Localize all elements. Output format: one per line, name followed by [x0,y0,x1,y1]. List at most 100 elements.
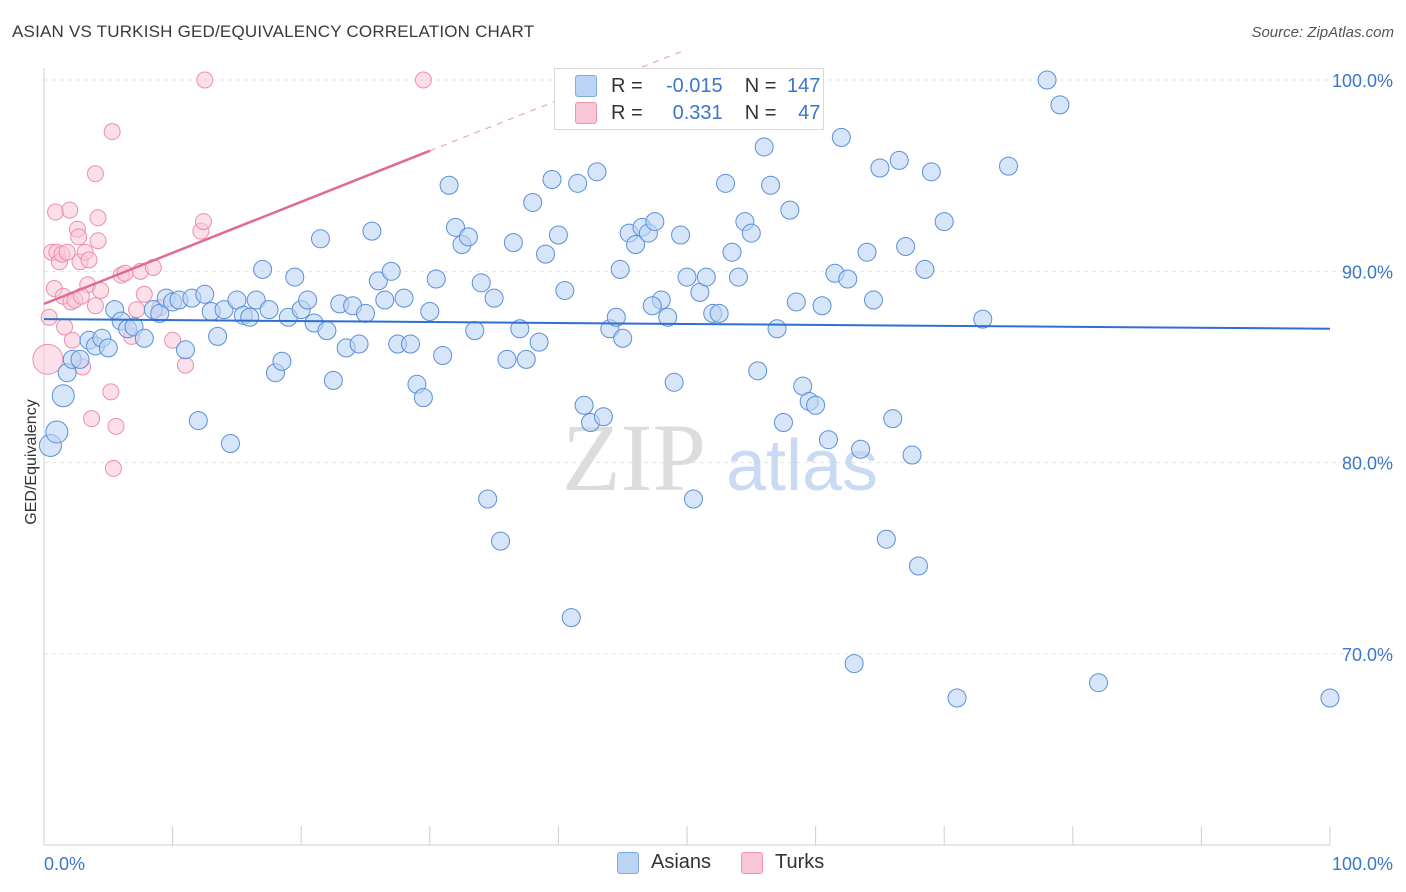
asians-point [285,267,305,287]
asians-trend-line [43,318,1331,330]
legend-row-turks: R = 0.331 N = 47 [575,100,820,126]
turks-point [107,417,125,435]
turks-point [102,383,120,401]
asians-point [780,200,800,220]
asians-point [458,227,478,247]
asians-point [45,420,69,444]
asians-point [381,261,401,281]
turks-point [63,331,81,349]
turks-point [86,165,104,183]
y-tick-label: 90.0% [1342,262,1393,282]
asians-point [368,271,388,291]
asians-point [310,229,330,249]
asians-point [240,307,260,327]
asians-point [677,267,697,287]
asians-point [902,445,922,465]
asians-point [362,221,382,241]
asians-point [465,321,485,341]
turks-swatch [575,102,597,124]
asians-point [478,489,498,509]
asians-point [561,608,581,628]
asians-point [921,162,941,182]
asians-point [214,300,234,320]
asians-point [767,319,787,339]
asians-point [642,296,662,316]
asians-point [696,267,716,287]
asians-point [786,292,806,312]
asians-point [497,349,517,369]
asians-point [593,407,613,427]
turks-point [47,203,65,221]
series-legend: Asians Turks [0,851,1406,881]
asians-point [857,242,877,262]
turks-point [194,213,212,231]
n-label: N = [744,101,777,124]
asians-point [606,307,626,327]
asians-point [773,412,793,432]
asians-point [413,388,433,408]
turks-trend-line [43,149,431,306]
asians-point [671,225,691,245]
n-label: N = [744,74,777,97]
legend-item-asians[interactable]: Asians [617,851,711,874]
asians-point [748,361,768,381]
asians-point [529,332,549,352]
asians-point [516,349,536,369]
asians-point [818,430,838,450]
asians-point [587,162,607,182]
asians-point [323,370,343,390]
turks-point [70,228,88,246]
asians-point [716,173,736,193]
asians-legend-swatch [617,851,639,874]
asians-point [555,280,575,300]
asians-point [208,326,228,346]
turks-point [414,71,432,89]
asians-point [831,127,851,147]
asians-point [503,233,523,253]
asians-point [973,309,993,329]
asians-point [851,439,871,459]
asians-point [98,338,118,358]
x-tick-label: 100.0% [1332,854,1393,874]
y-tick-label: 70.0% [1342,645,1393,665]
asians-point [491,531,511,551]
r-value-turks: 0.331 [672,101,723,124]
asians-point [1037,70,1057,90]
asians-point [728,267,748,287]
asians-point [175,340,195,360]
legend-item-turks[interactable]: Turks [741,851,824,874]
asians-point [420,302,440,322]
turks-point [89,232,107,250]
asians-point [658,307,678,327]
asians-point [253,259,273,279]
asians-point [317,321,337,341]
asians-point [844,654,864,674]
asians-point [806,395,826,415]
r-label: R = [611,74,643,97]
turks-trend-extension [429,48,688,152]
asians-swatch [575,75,597,97]
asians-point [1050,95,1070,115]
asians-point [934,212,954,232]
r-value-asians: -0.015 [665,74,723,97]
asians-point [568,173,588,193]
y-tick-label: 80.0% [1342,454,1393,474]
asians-point [889,150,909,170]
legend-row-asians: R = -0.015 N = 147 [575,73,820,99]
turks-point [83,410,101,428]
n-value-asians: 147 [787,74,821,97]
asians-point [298,290,318,310]
turks-point [86,297,104,315]
asians-point [626,235,646,255]
turks-point [40,308,58,326]
asians-point [536,244,556,264]
asians-point [523,192,543,212]
turks-point [104,459,122,477]
asians-point [947,688,967,708]
asians-point [574,395,594,415]
asians-point [70,349,90,369]
asians-point [761,175,781,195]
asians-point [349,334,369,354]
turks-legend-label: Turks [775,851,825,873]
